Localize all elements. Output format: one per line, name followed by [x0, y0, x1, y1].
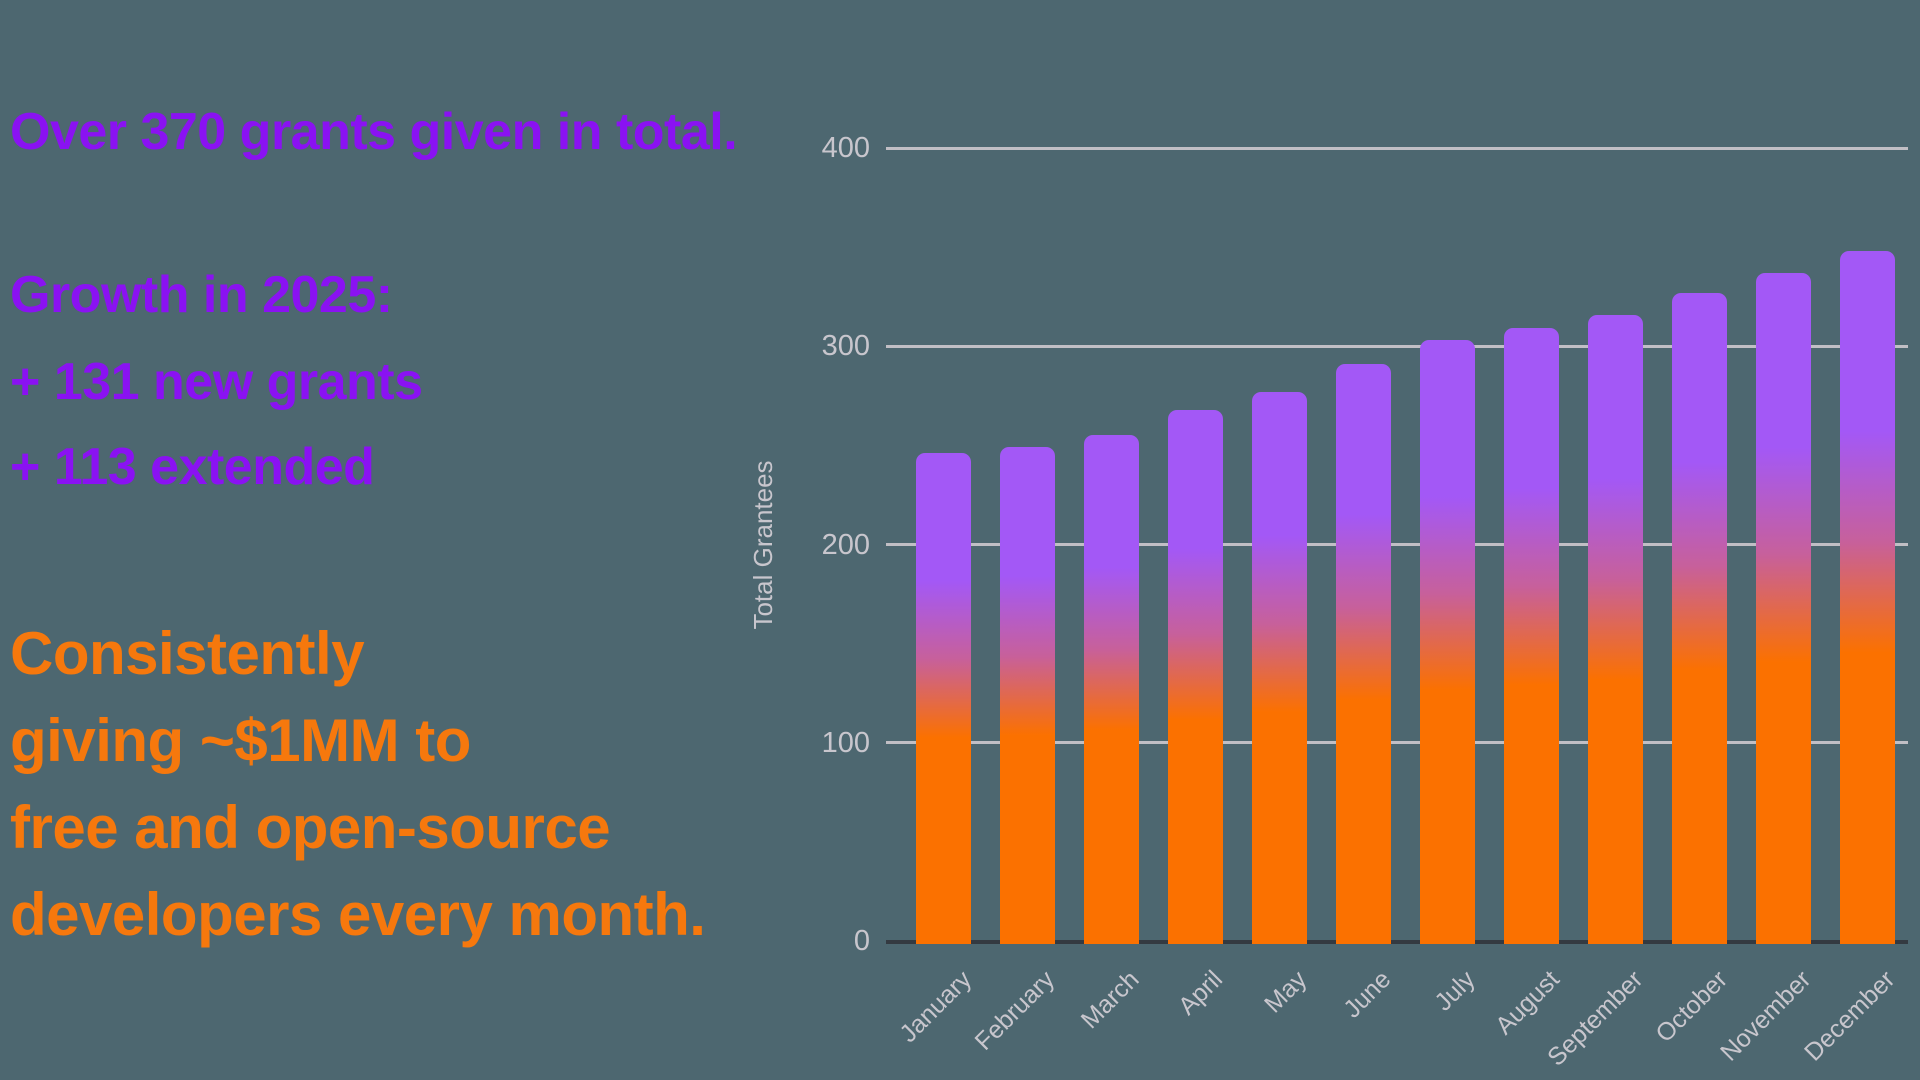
- y-tick-label-0: 0: [853, 925, 870, 957]
- bar-february: [1000, 447, 1055, 944]
- impact-line-4: developers every month.: [10, 881, 706, 948]
- x-tick-label-april: April: [1173, 965, 1229, 1021]
- gridline-400: [886, 146, 1908, 150]
- gridline-300: [886, 344, 1908, 348]
- y-tick-label-400: 400: [821, 132, 870, 164]
- growth-new-grants: + 131 new grants: [10, 353, 423, 411]
- x-tick-label-november: November: [1715, 965, 1817, 1067]
- bar-july: [1420, 340, 1475, 944]
- x-tick-label-june: June: [1338, 965, 1397, 1024]
- x-tick-label-february: February: [970, 965, 1061, 1056]
- bar-march: [1084, 435, 1139, 944]
- y-tick-label-300: 300: [821, 330, 870, 363]
- y-axis-title: Total Grantees: [748, 460, 778, 630]
- growth-extended: + 113 extended: [10, 438, 375, 496]
- bar-june: [1336, 364, 1391, 944]
- gridline-200: [886, 543, 1908, 546]
- x-tick-label-august: August: [1489, 965, 1565, 1041]
- bar-november: [1756, 272, 1811, 944]
- gridline-100: [886, 741, 1908, 745]
- impact-line-3: free and open-source: [10, 794, 611, 861]
- bar-october: [1672, 292, 1727, 944]
- bar-september: [1588, 314, 1643, 944]
- bar-may: [1252, 391, 1307, 944]
- headline-total-grants: Over 370 grants given in total.: [10, 103, 738, 161]
- growth-title: Growth in 2025:: [10, 266, 393, 324]
- x-tick-label-december: December: [1799, 965, 1901, 1067]
- y-tick-label-100: 100: [821, 726, 870, 759]
- impact-line-1: Consistently: [10, 620, 365, 687]
- x-tick-label-january: January: [893, 965, 977, 1048]
- bar-april: [1168, 409, 1223, 944]
- bar-january: [916, 453, 971, 944]
- y-tick-label-200: 200: [821, 528, 870, 561]
- x-tick-label-march: March: [1075, 965, 1145, 1035]
- x-tick-label-may: May: [1259, 965, 1313, 1019]
- bar-december: [1840, 251, 1895, 944]
- bar-august: [1504, 328, 1559, 944]
- impact-line-2: giving ~$1MM to: [10, 707, 471, 774]
- x-axis-line: [886, 940, 1908, 944]
- x-tick-label-july: July: [1429, 965, 1481, 1017]
- x-tick-label-october: October: [1649, 965, 1733, 1048]
